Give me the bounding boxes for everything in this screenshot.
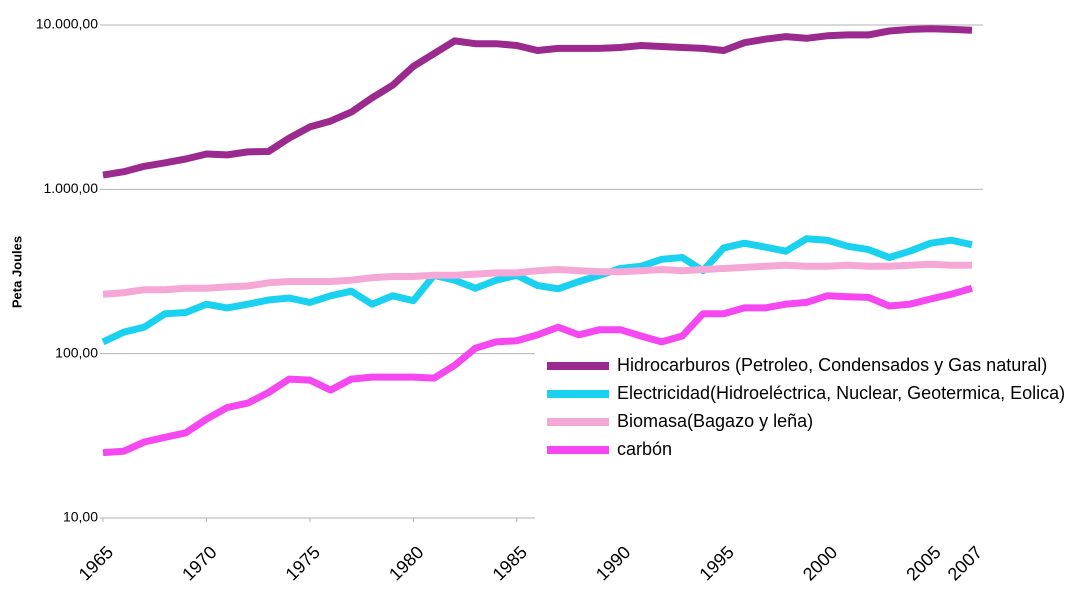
y-tick-label: 10.000,00 — [36, 16, 98, 32]
legend-entry: Hidrocarburos (Petroleo, Condensados y G… — [547, 354, 1074, 376]
y-tick-label: 1.000,00 — [44, 180, 99, 196]
legend: Hidrocarburos (Petroleo, Condensados y G… — [535, 350, 1074, 528]
legend-swatch — [547, 446, 609, 454]
legend-swatch — [547, 362, 609, 370]
series-line — [102, 25, 973, 179]
legend-entry: Electricidad(Hidroeléctrica, Nuclear, Ge… — [547, 382, 1074, 404]
x-tick-label: 2007 — [944, 542, 986, 584]
legend-label: Biomasa(Bagazo y leña) — [617, 411, 814, 431]
y-tick-label: 10,00 — [63, 509, 98, 525]
series-line — [101, 235, 973, 346]
legend-entry: carbón — [547, 438, 1074, 460]
x-tick-label: 1995 — [695, 542, 737, 584]
series-line — [102, 260, 972, 298]
legend-label: carbón — [617, 439, 673, 459]
legend-swatch — [547, 390, 609, 398]
x-tick-label: 2005 — [902, 542, 944, 584]
x-tick-label: 2000 — [799, 542, 841, 584]
x-tick-label: 1970 — [178, 542, 220, 584]
legend-label: Hidrocarburos (Petroleo, Condensados y G… — [617, 355, 1048, 375]
series-line — [102, 284, 973, 457]
x-tick-label: 1975 — [282, 542, 324, 584]
x-tick-label: 1965 — [75, 542, 117, 584]
y-tick-label: 100,00 — [55, 344, 98, 360]
x-tick-label: 1990 — [592, 542, 634, 584]
x-tick-label: 1985 — [489, 542, 531, 584]
legend-swatch — [547, 418, 609, 426]
x-tick-label: 1980 — [385, 542, 427, 584]
legend-entry: Biomasa(Bagazo y leña) — [547, 410, 1074, 432]
legend-label: Electricidad(Hidroeléctrica, Nuclear, Ge… — [617, 383, 1066, 403]
y-axis-label: Peta Joules — [9, 236, 24, 308]
